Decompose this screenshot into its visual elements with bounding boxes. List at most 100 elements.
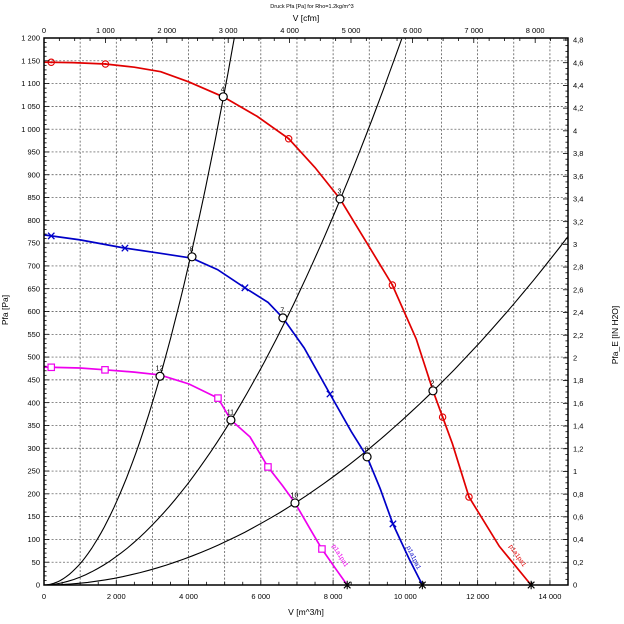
left-axis-tick-label: 1 050: [21, 102, 40, 111]
left-axis-tick-label: 700: [27, 262, 40, 271]
top-axis-tick-label: 0: [42, 26, 46, 35]
operating-point-label: 10: [291, 492, 299, 499]
operating-point: [362, 452, 372, 462]
circle-dot-marker-center: [467, 495, 471, 499]
top-axis-tick-label: 1 000: [96, 26, 115, 35]
left-axis-tick-label: 1 200: [21, 34, 40, 43]
right-axis-tick-label: 0: [573, 581, 577, 590]
operating-point: [187, 252, 197, 262]
top-axis-tick-label: 4 000: [280, 26, 299, 35]
top-axis-tick-label: 5 000: [342, 26, 361, 35]
system-curve-middle: [44, 38, 403, 585]
bottom-axis-tick-label: 14 000: [538, 592, 561, 601]
circle-dot-marker-center: [441, 416, 444, 419]
operating-point-label: 2: [430, 380, 434, 387]
circle-dot-marker-center: [104, 62, 107, 66]
operating-point-label: 12: [156, 366, 164, 373]
left-axis-title: Pfa [Pa]: [0, 295, 10, 325]
operating-point: [335, 194, 345, 204]
left-axis-tick-label: 350: [27, 421, 40, 430]
square-marker: [47, 363, 56, 372]
chart-title: Druck Pfa [Pa] for Rho=1.2kg/m^3: [270, 4, 353, 10]
circle-dot-marker-center: [391, 284, 394, 287]
right-axis-tick-label: 1,8: [573, 376, 583, 385]
top-axis-tick-label: 7 000: [464, 26, 483, 35]
left-axis-tick-label: 750: [27, 239, 40, 248]
circle-dot-marker: [101, 60, 110, 68]
curve-end-label: p1a1pa1: [507, 544, 527, 569]
right-axis-tick-label: 2,2: [573, 331, 583, 340]
system-curve-steep: [44, 38, 235, 585]
circle-dot-marker: [438, 413, 447, 421]
x-marker: [121, 244, 129, 252]
right-axis-tick-label: 2,6: [573, 285, 583, 294]
operating-point-label: 7: [280, 307, 284, 314]
left-axis-tick-label: 50: [32, 558, 40, 567]
right-axis-tick-label: 2: [573, 354, 577, 363]
left-axis-tick-label: 400: [27, 398, 40, 407]
bottom-axis-tick-label: 10 000: [394, 592, 417, 601]
right-axis-tick-label: 2,4: [573, 308, 583, 317]
left-axis-tick-label: 300: [27, 444, 40, 453]
fan-curve-low-speed: [44, 366, 348, 585]
left-axis-tick-label: 600: [27, 307, 40, 316]
left-axis-tick-label: 500: [27, 353, 40, 362]
right-axis-tick-label: 1: [573, 467, 577, 476]
bottom-axis-title: V [m^3/h]: [288, 607, 324, 617]
left-axis-tick-label: 850: [27, 193, 40, 202]
square-marker: [214, 394, 222, 402]
operating-point: [278, 313, 288, 323]
operating-point-label: 6: [365, 446, 369, 453]
operating-point-label: 4: [221, 86, 225, 93]
operating-point-label: 3: [338, 188, 342, 195]
left-axis-tick-label: 1 000: [21, 125, 40, 134]
left-axis-tick-label: 0: [36, 581, 40, 590]
x-marker: [326, 390, 334, 398]
square-marker: [264, 463, 272, 471]
bottom-axis-tick-label: 12 000: [466, 592, 489, 601]
left-axis-tick-label: 900: [27, 170, 40, 179]
left-axis-tick-label: 550: [27, 330, 40, 339]
right-axis-tick-label: 3,6: [573, 172, 583, 181]
right-axis-tick-label: 0,6: [573, 512, 583, 521]
left-axis-tick-label: 1 150: [21, 56, 40, 65]
circle-dot-marker: [47, 58, 55, 67]
circle-dot-marker: [465, 493, 473, 501]
left-axis-tick-label: 250: [27, 467, 40, 476]
right-axis-tick-label: 1,4: [573, 422, 583, 431]
right-axis-tick-label: 4,6: [573, 58, 583, 67]
fan-curve-high-speed: [44, 61, 532, 585]
top-axis-tick-label: 8 000: [526, 26, 545, 35]
left-axis-tick-label: 450: [27, 375, 40, 384]
top-axis-tick-label: 3 000: [219, 26, 238, 35]
square-marker: [318, 545, 326, 553]
bottom-axis-tick-label: 2 000: [107, 592, 126, 601]
left-axis-tick-label: 950: [27, 148, 40, 157]
operating-point: [290, 498, 300, 508]
circle-dot-marker-center: [50, 61, 53, 64]
right-axis-tick-label: 4: [573, 126, 577, 135]
operating-point: [226, 415, 236, 425]
right-axis-tick-label: 1,2: [573, 444, 583, 453]
right-axis-tick-label: 0,4: [573, 535, 583, 544]
operating-point: [155, 371, 165, 381]
right-axis-tick-label: 3,4: [573, 195, 583, 204]
top-axis-tick-label: 6 000: [403, 26, 422, 35]
right-axis-tick-label: 4,8: [573, 36, 583, 45]
left-axis-tick-label: 100: [27, 535, 40, 544]
top-axis-tick-label: 2 000: [157, 26, 176, 35]
bottom-axis-tick-label: 8 000: [324, 592, 343, 601]
right-axis-tick-label: 4,2: [573, 104, 583, 113]
system-curve-shallow: [44, 236, 568, 585]
right-axis-tick-label: 0,8: [573, 490, 583, 499]
circle-dot-marker: [284, 134, 293, 143]
grid-layer: [44, 38, 568, 585]
x-marker: [241, 284, 249, 292]
left-axis-tick-label: 1 100: [21, 79, 40, 88]
operating-point-label: 11: [227, 409, 234, 416]
operating-point: [218, 92, 228, 102]
left-axis-tick-label: 150: [27, 512, 40, 521]
right-axis-tick-label: 3,2: [573, 217, 583, 226]
operating-point: [428, 386, 438, 396]
